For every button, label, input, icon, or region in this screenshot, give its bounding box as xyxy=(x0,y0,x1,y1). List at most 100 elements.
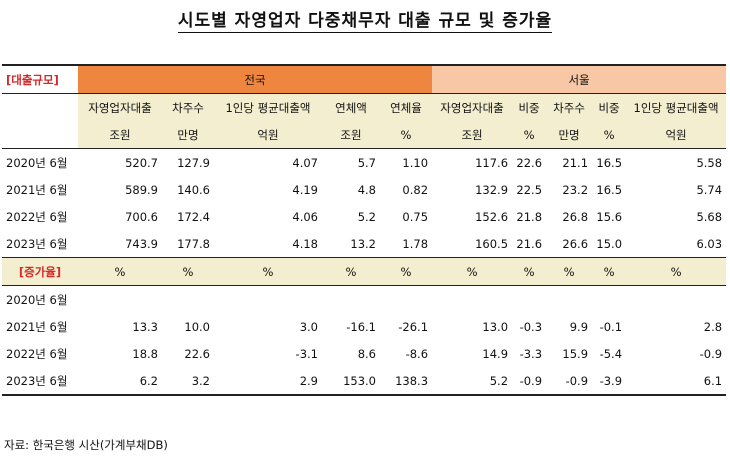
row-label: 2022년 6월 xyxy=(6,346,68,361)
table-cell: 9.9 xyxy=(569,319,589,334)
source-note: 자료: 한국은행 시산(가계부채DB) xyxy=(4,438,168,452)
table-row: 2020년 6월 520.7 127.9 4.07 5.7 1.10 117.6 22.6 21… xyxy=(2,148,727,177)
table-row: 2021년 6월 589.9 140.6 4.19 4.8 0.82 132.9 22.5 23… xyxy=(2,176,726,203)
table-cell: 23.2 xyxy=(562,182,589,197)
table-cell xyxy=(592,286,626,314)
table-cell: 6.1 xyxy=(703,373,723,388)
table-cell: 3.0 xyxy=(299,319,318,334)
table-cell: 22.5 xyxy=(516,182,543,197)
table-cell: 152.6 xyxy=(475,209,509,224)
column-header: 비중 xyxy=(592,93,627,121)
table-row: 2020년 6월 xyxy=(2,285,727,314)
table-row: 2023년 6월 743.9 177.8 4.18 13.2 1.78 160.5 21.6 2… xyxy=(2,230,726,258)
table-cell: 8.6 xyxy=(357,346,376,361)
table-cell: 520.7 xyxy=(125,155,158,170)
table-cell: 1.10 xyxy=(402,155,429,170)
table-cell: 5.7 xyxy=(357,155,376,170)
growth-unit: % xyxy=(214,257,322,286)
table-cell: 10.0 xyxy=(184,319,210,334)
table-cell: 16.5 xyxy=(596,155,623,170)
table-cell: 26.6 xyxy=(562,236,589,251)
row-label: 2023년 6월 xyxy=(6,236,68,251)
table-cell xyxy=(546,286,592,314)
column-unit: % xyxy=(512,121,547,149)
table-cell: 2.9 xyxy=(299,373,318,388)
column-header: 차주수 xyxy=(162,93,214,121)
section-label-loan: [대출규모] xyxy=(6,72,59,87)
table-cell: 21.1 xyxy=(562,155,589,170)
table-cell: 13.3 xyxy=(132,319,158,334)
table-cell: -0.9 xyxy=(519,373,543,388)
growth-unit: % xyxy=(626,257,727,286)
column-unit: 만명 xyxy=(546,121,593,149)
table-cell: 13.2 xyxy=(350,236,376,251)
column-unit: 조원 xyxy=(432,121,513,149)
row-label: 2021년 6월 xyxy=(6,182,68,197)
table-cell: 160.5 xyxy=(475,236,509,251)
table-row: 2023년 6월 6.2 3.2 2.9 153.0 138.3 5.2 -0.9 -0.9 -3… xyxy=(2,367,727,395)
column-unit: 조원 xyxy=(78,121,162,149)
row-label: 2022년 6월 xyxy=(6,209,68,224)
loan-table: [대출규모] 전국 서울 자영업자대출 차주수 1인당 평균대출액 연체액 연체율 자영업… xyxy=(2,64,727,396)
column-header: 자영업자대출 xyxy=(432,93,513,121)
column-header: 연체율 xyxy=(380,93,433,121)
table-cell: 3.2 xyxy=(191,373,210,388)
column-header: 연체액 xyxy=(322,93,380,121)
table-cell xyxy=(380,286,432,314)
unit-corner xyxy=(2,121,78,149)
table-cell xyxy=(78,286,162,314)
table-cell: 127.9 xyxy=(177,155,210,170)
column-header: 비중 xyxy=(512,93,547,121)
table-cell xyxy=(626,286,726,314)
table-cell: 700.6 xyxy=(125,209,158,224)
table-cell: 21.6 xyxy=(516,236,543,251)
table-cell: -16.1 xyxy=(346,319,376,334)
column-unit: 억원 xyxy=(214,121,322,149)
table-cell: -8.6 xyxy=(405,346,429,361)
table-cell: -0.1 xyxy=(599,319,623,334)
column-unit: % xyxy=(592,121,627,149)
growth-unit: % xyxy=(592,257,627,286)
table-cell: 172.4 xyxy=(177,209,210,224)
header-corner xyxy=(2,93,78,121)
table-cell: 5.58 xyxy=(696,155,723,170)
table-cell: 140.6 xyxy=(177,182,210,197)
table-row: 2022년 6월 700.6 172.4 4.06 5.2 0.75 152.6 21.8 26… xyxy=(2,203,726,230)
column-unit: 조원 xyxy=(322,121,380,149)
column-unit: 억원 xyxy=(626,121,727,149)
table-cell: 26.8 xyxy=(562,209,589,224)
table-cell: -0.9 xyxy=(565,373,589,388)
column-header: 1인당 평균대출액 xyxy=(626,93,727,121)
table-cell: 14.9 xyxy=(482,346,509,361)
table-cell: 22.6 xyxy=(516,155,543,170)
table-cell: 5.68 xyxy=(696,209,723,224)
table-cell: 15.0 xyxy=(596,236,623,251)
table-row: 2022년 6월 18.8 22.6 -3.1 8.6 -8.6 14.9 -3.3 15.9-… xyxy=(2,340,726,367)
table-cell: 589.9 xyxy=(125,182,158,197)
table-cell: 4.18 xyxy=(292,236,318,251)
group-header-row: [대출규모] 전국 서울 xyxy=(2,65,727,94)
table-cell: 15.9 xyxy=(562,346,589,361)
growth-unit: % xyxy=(512,257,547,286)
growth-unit: % xyxy=(432,257,513,286)
table-cell xyxy=(214,286,322,314)
table-cell: -3.9 xyxy=(599,373,623,388)
table-cell xyxy=(322,286,380,314)
row-label: 2020년 6월 xyxy=(6,292,68,307)
growth-header-row: [증가율]%%%%%%%%%% xyxy=(2,257,727,286)
section-label-growth: [증가율] xyxy=(2,257,78,286)
table-cell: -3.1 xyxy=(295,346,318,361)
column-unit: 만명 xyxy=(162,121,214,149)
growth-unit: % xyxy=(546,257,593,286)
column-header-row: 자영업자대출 차주수 1인당 평균대출액 연체액 연체율 자영업자대출 비중 차주수 비중 1인당… xyxy=(2,93,727,121)
table-cell: 177.8 xyxy=(177,236,210,251)
table-cell: 22.6 xyxy=(184,346,210,361)
table-cell: 18.8 xyxy=(132,346,158,361)
table-cell xyxy=(512,286,546,314)
table-cell: 743.9 xyxy=(125,236,158,251)
table-cell: 15.6 xyxy=(596,209,623,224)
table-cell: 5.2 xyxy=(357,209,376,224)
column-unit-row: 조원 만명 억원 조원% 조원% 만명% 억원 xyxy=(2,121,727,149)
table-cell: -0.3 xyxy=(519,319,543,334)
table-cell: 2.8 xyxy=(703,319,723,334)
